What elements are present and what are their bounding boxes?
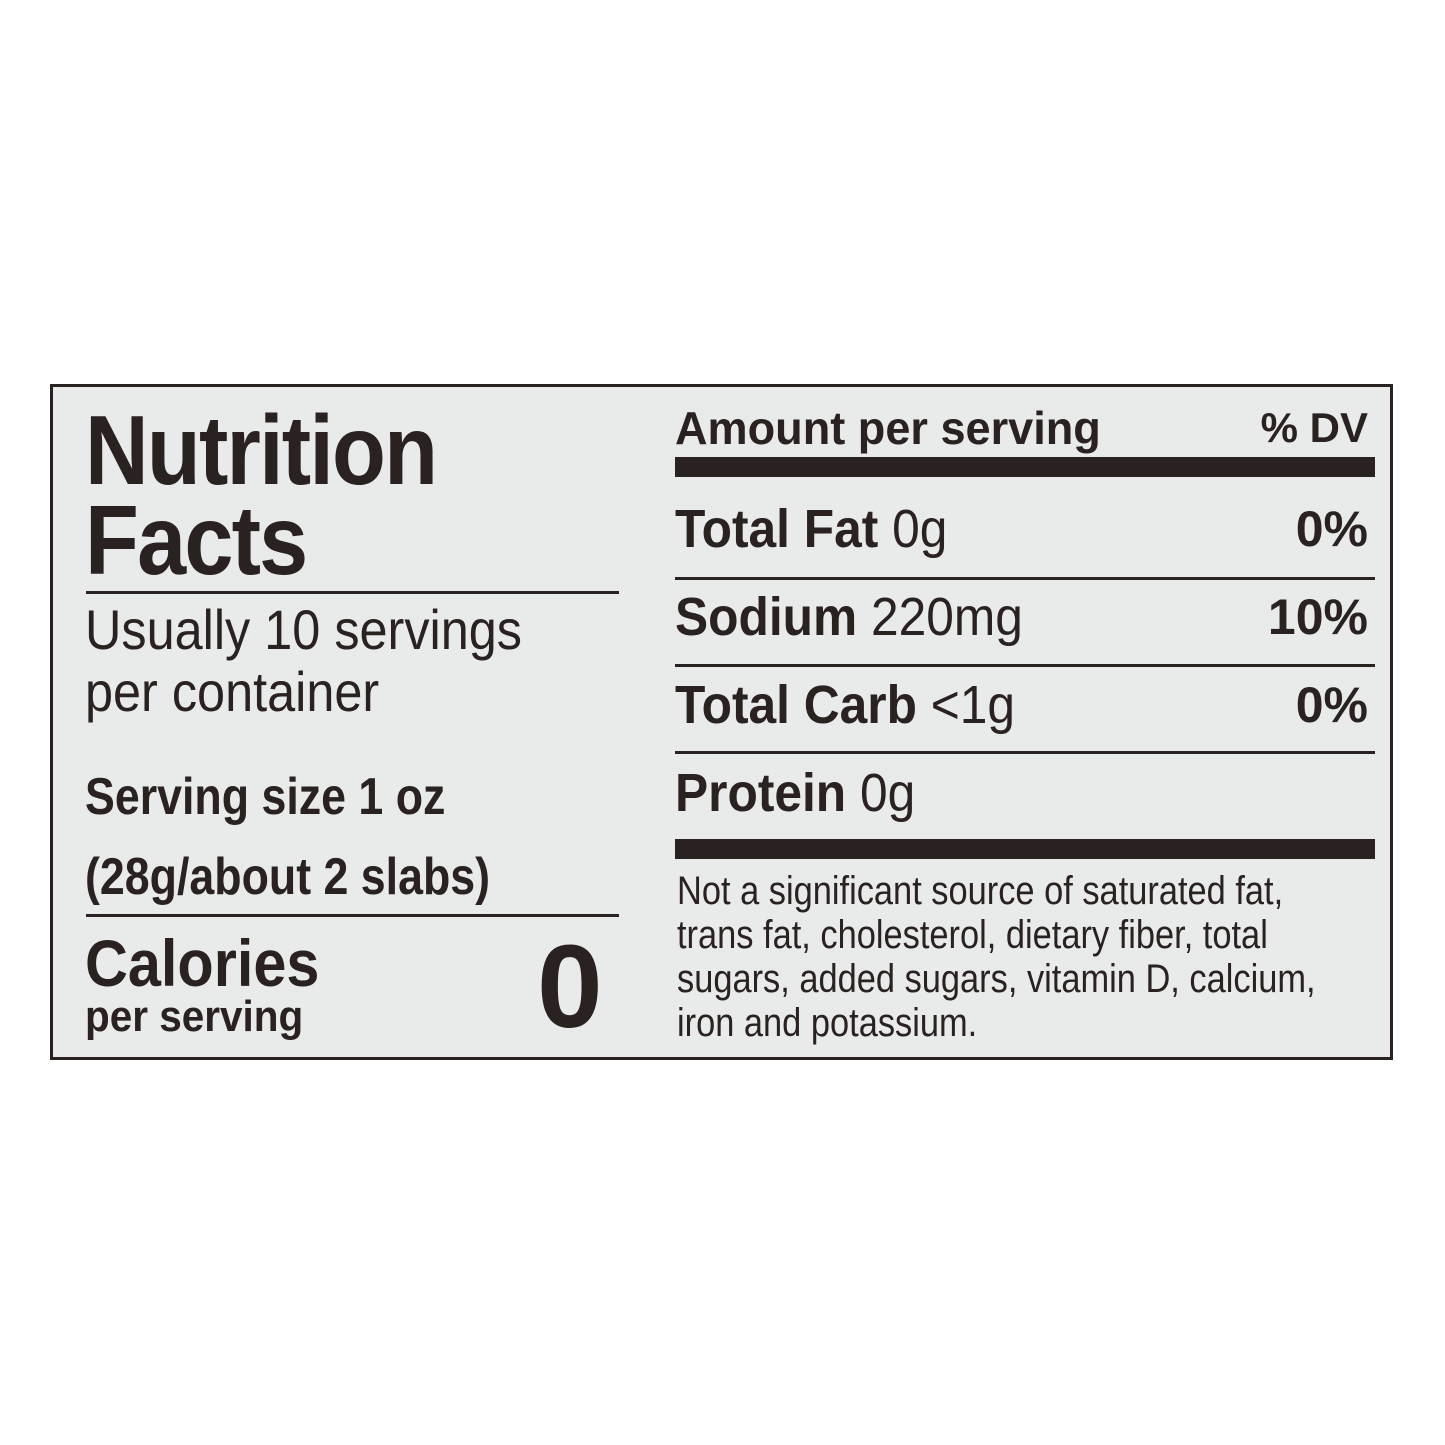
divider — [675, 577, 1375, 580]
nutrient-name: Sodium — [675, 587, 858, 647]
nutrient-dv: 0% — [1295, 501, 1368, 557]
divider — [675, 664, 1375, 667]
calories-value: 0 — [537, 921, 603, 1053]
servings-per-container: Usually 10 servings per container — [85, 598, 522, 723]
serving-size: Serving size 1 oz (28g/about 2 slabs) — [85, 768, 491, 906]
calories-label: Calories — [85, 926, 320, 1000]
title-line2: Facts — [85, 485, 308, 595]
nutrient-name: Total Carb — [675, 675, 917, 735]
nutrient-amount: <1g — [930, 675, 1016, 735]
nutrient-amount: 220mg — [870, 587, 1023, 647]
nutrient-row-protein: Protein 0g — [675, 763, 936, 823]
nutrient-row-total-carb: Total Carb <1g — [675, 675, 1045, 735]
nutrition-facts-label: Nutrition Facts Usually 10 servings per … — [50, 384, 1393, 1060]
nutrient-name: Total Fat — [675, 499, 879, 559]
nutrient-name: Protein — [675, 763, 847, 823]
footnote: Not a significant source of saturated fa… — [677, 869, 1316, 1045]
amount-per-serving-header: Amount per serving — [675, 402, 1101, 454]
divider — [86, 591, 619, 594]
nutrient-dv: 10% — [1267, 589, 1368, 645]
title-line1: Nutrition — [85, 395, 438, 505]
divider — [675, 751, 1375, 754]
divider — [86, 914, 619, 917]
nutrient-row-sodium: Sodium 220mg — [675, 587, 1053, 647]
thick-divider — [675, 839, 1375, 859]
nutrient-dv: 0% — [1295, 677, 1368, 733]
nutrient-row-total-fat: Total Fat 0g — [675, 499, 971, 559]
calories-sublabel: per serving — [85, 992, 304, 1041]
thick-divider — [675, 457, 1375, 477]
nutrient-amount: 0g — [892, 499, 948, 559]
nutrient-amount: 0g — [859, 763, 916, 823]
dv-header: % DV — [1260, 404, 1368, 451]
